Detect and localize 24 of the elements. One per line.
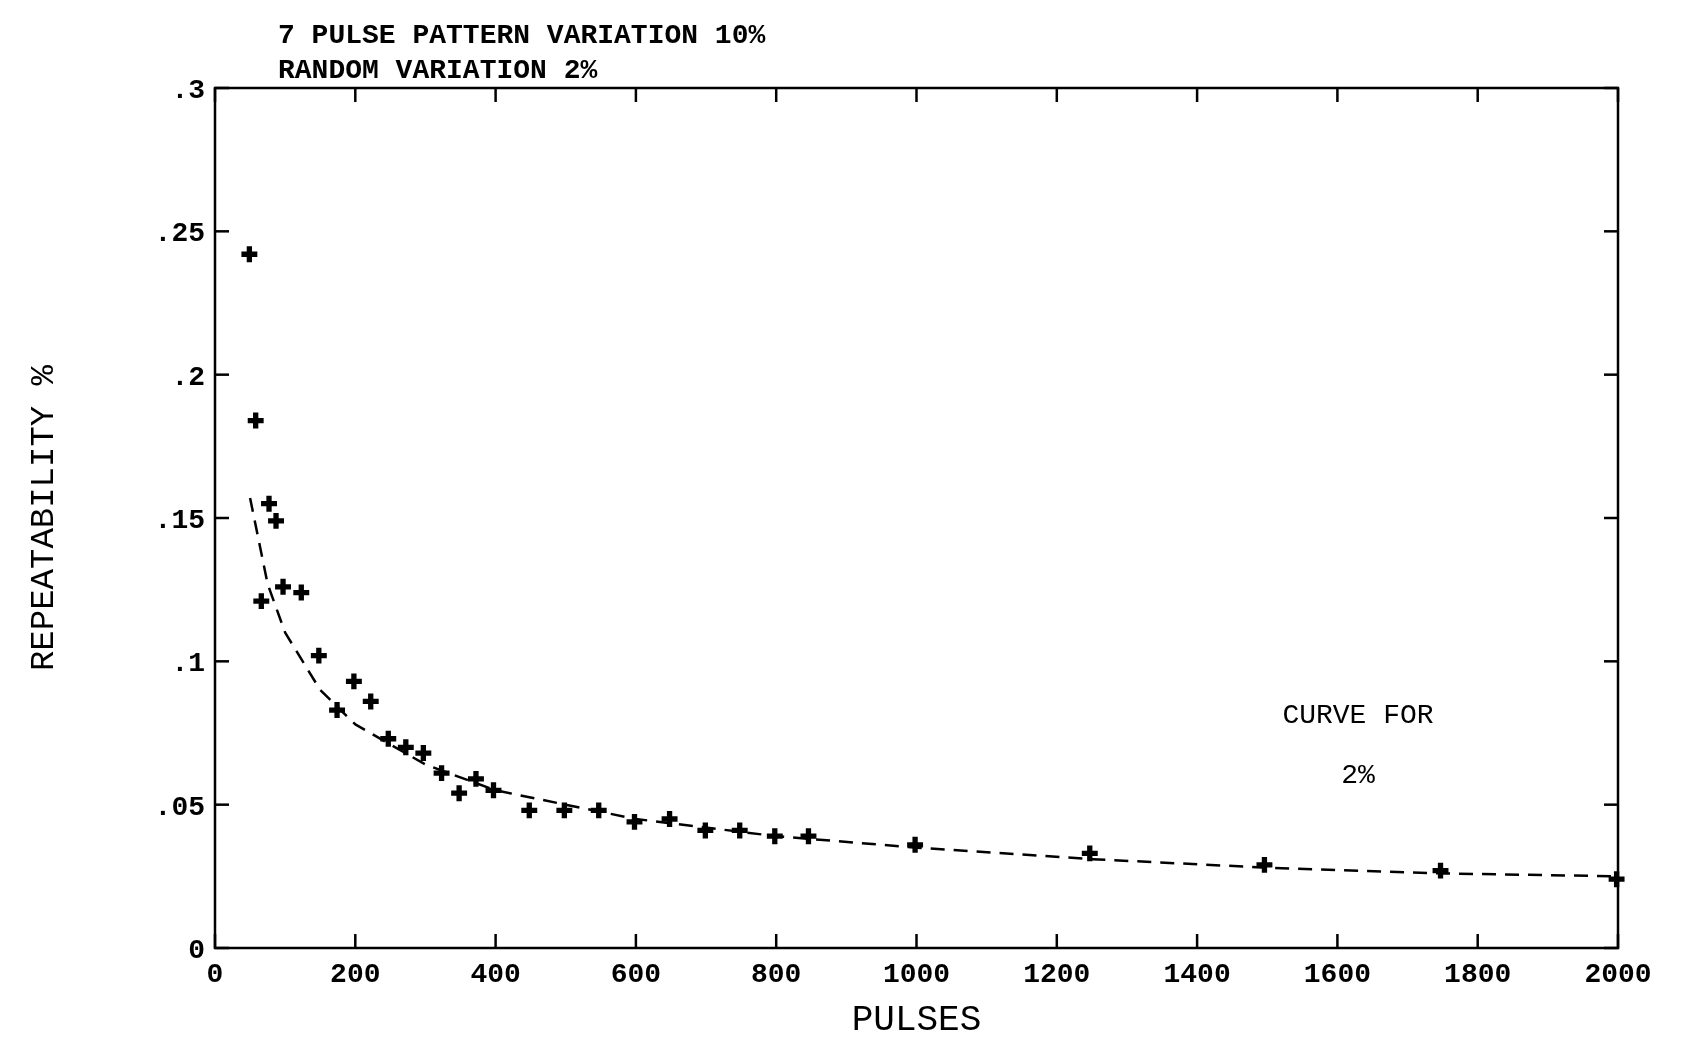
x-tick-label: 2000: [1584, 959, 1652, 990]
x-axis-title: PULSES: [851, 1000, 982, 1041]
chart-subtitle: RANDOM VARIATION 2%: [278, 55, 598, 86]
y-tick-label: .25: [154, 218, 205, 250]
y-tick-label: .15: [154, 505, 205, 536]
y-tick-label: .3: [171, 75, 205, 106]
x-tick-label: 200: [330, 959, 381, 990]
x-tick-label: 600: [610, 959, 662, 990]
x-tick-label: 0: [206, 959, 224, 990]
x-tick-label: 1600: [1303, 959, 1372, 990]
y-axis-title: REPEATABILITY %: [25, 364, 63, 672]
annotation: CURVE FOR: [1282, 700, 1434, 731]
y-tick-label: 0: [188, 935, 205, 966]
x-tick-label: 1200: [1023, 959, 1091, 990]
y-tick-label: .1: [171, 648, 205, 680]
x-tick-label: 1000: [882, 959, 951, 990]
annotation: 2%: [1341, 760, 1375, 791]
chart-title: 7 PULSE PATTERN VARIATION 10%: [278, 20, 766, 51]
x-tick-label: 400: [470, 959, 521, 990]
x-tick-label: 800: [750, 959, 802, 990]
y-tick-label: .05: [154, 791, 205, 823]
y-tick-label: .2: [171, 361, 205, 393]
x-tick-label: 1400: [1163, 959, 1231, 990]
x-tick-label: 1800: [1444, 959, 1512, 990]
